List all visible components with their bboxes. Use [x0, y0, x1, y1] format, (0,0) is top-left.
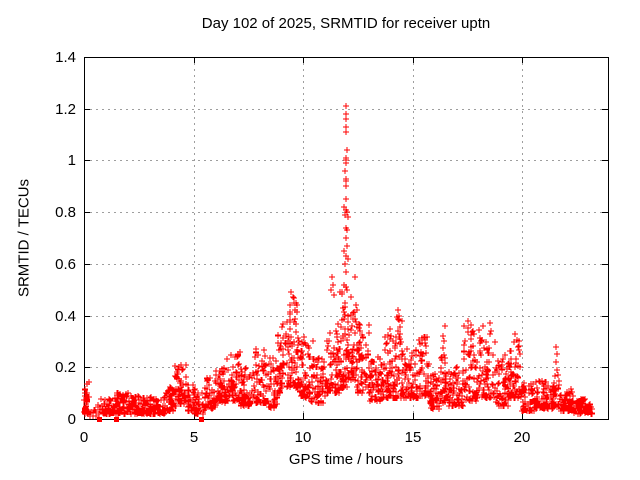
data-points [81, 103, 595, 419]
zero-line-markers [97, 417, 204, 422]
plot-border [84, 57, 609, 420]
y-tick-label: 1.4 [55, 49, 76, 66]
y-tick-label: 0.6 [55, 256, 76, 273]
x-tick-label: 5 [190, 429, 198, 446]
x-tick-label: 10 [295, 429, 312, 446]
x-axis-label: GPS time / hours [288, 451, 404, 468]
y-tick-label: 0.2 [55, 359, 76, 376]
y-tick-label: 1.2 [55, 101, 76, 118]
y-tick-label: 0.4 [55, 308, 76, 325]
y-tick-label: 1 [68, 152, 76, 169]
x-tick-label: 0 [80, 429, 88, 446]
x-tick-label: 20 [514, 429, 531, 446]
y-tick-label: 0 [68, 411, 76, 428]
x-tick-label: 15 [405, 429, 422, 446]
y-tick-label: 0.8 [55, 204, 76, 221]
chart-title: Day 102 of 2025, SRMTID for receiver upt… [201, 15, 491, 32]
